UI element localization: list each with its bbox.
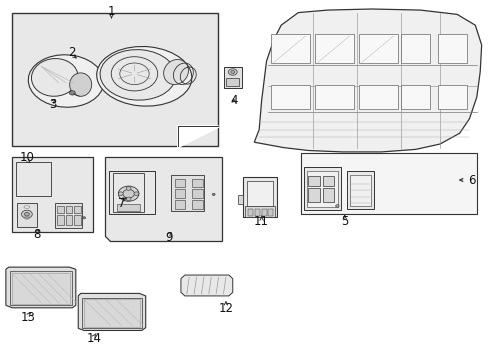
Bar bbox=[171, 175, 204, 211]
Text: 3: 3 bbox=[49, 98, 57, 111]
Bar bbox=[57, 215, 63, 225]
Bar bbox=[304, 167, 340, 210]
Text: 8: 8 bbox=[33, 228, 41, 241]
Bar bbox=[349, 175, 370, 206]
Bar bbox=[74, 206, 81, 213]
Ellipse shape bbox=[100, 50, 175, 100]
Ellipse shape bbox=[21, 210, 32, 218]
Ellipse shape bbox=[335, 204, 338, 207]
Bar bbox=[82, 298, 142, 328]
Ellipse shape bbox=[163, 59, 188, 85]
Text: 11: 11 bbox=[254, 215, 268, 228]
Ellipse shape bbox=[134, 192, 139, 195]
Bar bbox=[359, 34, 397, 63]
Ellipse shape bbox=[118, 192, 123, 195]
Bar bbox=[113, 173, 144, 212]
Polygon shape bbox=[254, 9, 481, 152]
Bar bbox=[400, 85, 429, 109]
Bar bbox=[224, 67, 241, 88]
Bar bbox=[307, 188, 319, 202]
Text: 12: 12 bbox=[218, 302, 233, 315]
Bar bbox=[17, 203, 37, 227]
Bar bbox=[16, 162, 51, 196]
Bar bbox=[254, 209, 259, 216]
Ellipse shape bbox=[28, 55, 103, 107]
Bar bbox=[65, 206, 72, 213]
Ellipse shape bbox=[69, 91, 75, 95]
Ellipse shape bbox=[97, 46, 191, 106]
Bar bbox=[322, 188, 334, 202]
Bar bbox=[271, 85, 309, 109]
Ellipse shape bbox=[230, 71, 234, 73]
Bar bbox=[346, 171, 373, 209]
Bar bbox=[57, 206, 63, 213]
Ellipse shape bbox=[24, 212, 29, 216]
Bar bbox=[174, 179, 185, 187]
Polygon shape bbox=[78, 293, 145, 330]
Polygon shape bbox=[6, 267, 76, 308]
Bar bbox=[84, 299, 140, 327]
Bar bbox=[437, 34, 466, 63]
Ellipse shape bbox=[212, 193, 215, 195]
Ellipse shape bbox=[118, 186, 139, 201]
Bar bbox=[246, 181, 273, 206]
Bar bbox=[315, 34, 353, 63]
Ellipse shape bbox=[126, 187, 131, 190]
Bar bbox=[108, 171, 155, 214]
Bar bbox=[65, 215, 72, 225]
Bar bbox=[268, 209, 273, 216]
Bar bbox=[247, 209, 252, 216]
Bar bbox=[238, 195, 243, 204]
Ellipse shape bbox=[69, 73, 92, 96]
Bar bbox=[226, 78, 239, 86]
Bar bbox=[261, 209, 266, 216]
Bar bbox=[192, 200, 203, 209]
Text: 5: 5 bbox=[340, 215, 348, 228]
Bar bbox=[437, 85, 466, 109]
Ellipse shape bbox=[122, 189, 134, 198]
Ellipse shape bbox=[228, 69, 237, 75]
Text: 4: 4 bbox=[229, 94, 237, 107]
Bar bbox=[300, 153, 476, 214]
Bar bbox=[359, 85, 397, 109]
Text: 6: 6 bbox=[467, 174, 475, 186]
Text: 7: 7 bbox=[117, 197, 125, 210]
Bar bbox=[174, 189, 185, 198]
Bar bbox=[400, 34, 429, 63]
Bar bbox=[12, 13, 217, 146]
Polygon shape bbox=[105, 157, 222, 241]
Bar bbox=[10, 271, 72, 305]
Text: 1: 1 bbox=[107, 5, 115, 18]
Text: 10: 10 bbox=[20, 151, 34, 164]
Bar bbox=[192, 189, 203, 198]
Bar bbox=[315, 85, 353, 109]
Bar bbox=[243, 177, 277, 217]
Polygon shape bbox=[181, 275, 232, 296]
Text: 14: 14 bbox=[87, 332, 102, 345]
Bar bbox=[174, 200, 185, 209]
Bar bbox=[307, 176, 319, 186]
Bar bbox=[306, 171, 337, 207]
Text: 9: 9 bbox=[164, 231, 172, 244]
Ellipse shape bbox=[31, 59, 78, 96]
Bar bbox=[245, 206, 274, 217]
Text: 13: 13 bbox=[21, 311, 36, 324]
Bar bbox=[12, 157, 93, 232]
Polygon shape bbox=[178, 126, 217, 146]
Ellipse shape bbox=[126, 197, 131, 201]
Bar bbox=[192, 179, 203, 187]
Text: 2: 2 bbox=[68, 46, 76, 59]
Ellipse shape bbox=[82, 217, 85, 219]
Bar bbox=[322, 176, 334, 186]
Bar bbox=[12, 273, 70, 304]
Bar bbox=[55, 203, 81, 228]
Bar bbox=[74, 215, 81, 225]
Bar bbox=[271, 34, 309, 63]
Bar bbox=[117, 204, 140, 211]
